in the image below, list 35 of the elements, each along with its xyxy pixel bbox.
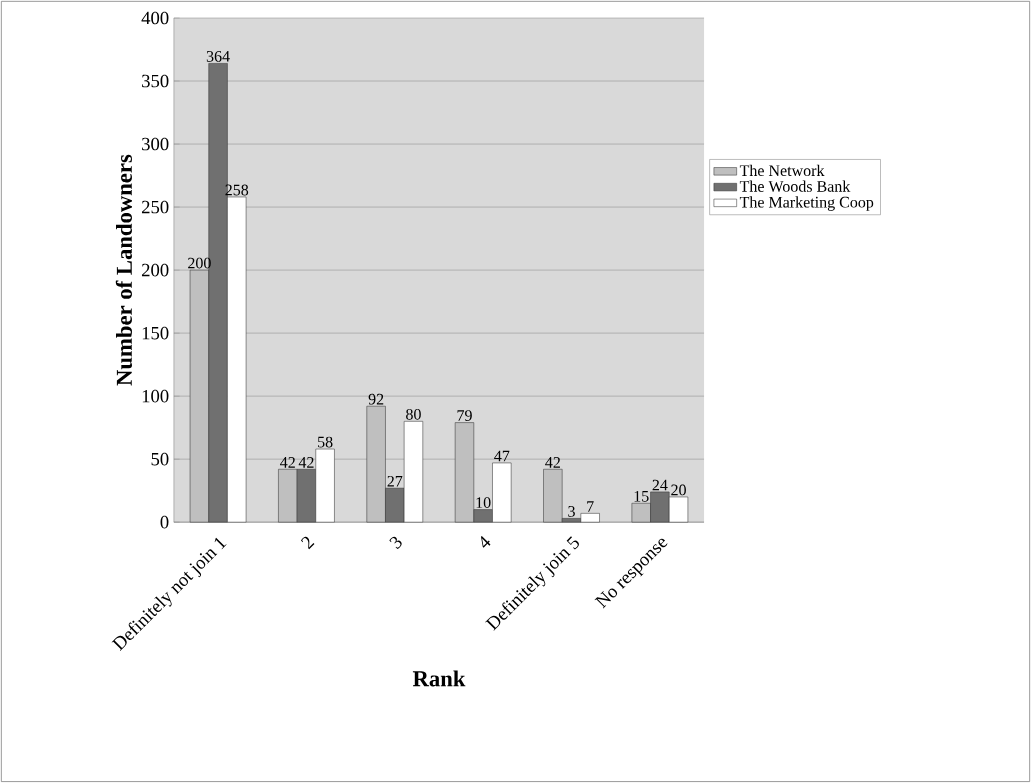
data-label: 27 [387, 475, 403, 487]
data-label: 58 [318, 436, 333, 448]
y-tick-label: 300 [142, 137, 169, 151]
y-tick-label: 350 [142, 74, 169, 88]
data-label: 15 [634, 490, 649, 502]
x-tick-label: 3 [389, 536, 402, 550]
y-tick-label: 0 [160, 515, 169, 529]
y-axis-title: Number of Landowners [115, 154, 133, 386]
legend-label: The Network [739, 164, 825, 177]
data-label: 80 [406, 408, 421, 420]
y-tick-label: 50 [151, 452, 169, 466]
data-label: 42 [298, 457, 314, 468]
y-tick-label: 200 [141, 263, 169, 277]
data-label: 20 [671, 484, 686, 496]
data-label: 47 [494, 450, 510, 462]
data-label: 42 [545, 457, 560, 468]
data-label: 42 [280, 457, 295, 468]
data-label: 258 [225, 184, 249, 196]
data-label: 79 [457, 410, 472, 422]
x-tick-label: 4 [481, 535, 491, 548]
legend-label: The Marketing Coop [739, 196, 874, 211]
y-tick-label: 100 [142, 389, 169, 403]
data-label: 10 [476, 497, 491, 508]
legend-label: The Woods Bank [739, 180, 851, 192]
y-tick-label: 150 [142, 326, 169, 340]
x-axis-title: Rank [412, 670, 466, 687]
data-label: 364 [206, 51, 230, 62]
data-label: 24 [652, 479, 668, 491]
data-label: 3 [568, 506, 575, 517]
data-label: 200 [188, 257, 211, 269]
data-label: 92 [368, 393, 384, 405]
x-tick-label: 2 [300, 536, 315, 550]
y-tick-label: 400 [141, 11, 169, 25]
y-tick-label: 250 [141, 200, 169, 214]
data-label: 7 [587, 501, 594, 512]
